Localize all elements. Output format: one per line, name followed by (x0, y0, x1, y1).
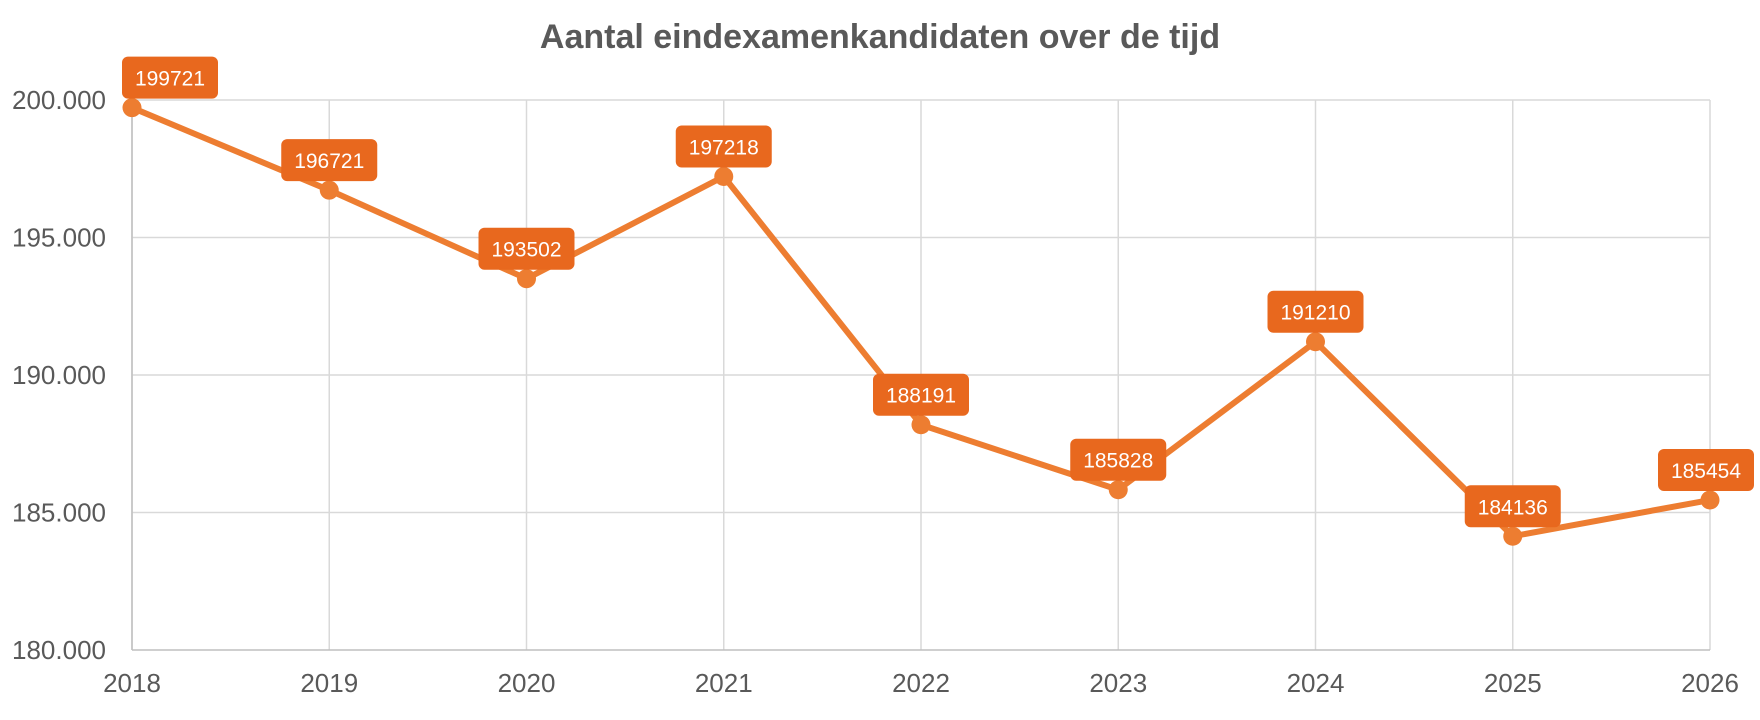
data-label: 185828 (1083, 450, 1153, 473)
data-label: 184136 (1478, 496, 1548, 519)
x-tick-label: 2018 (103, 668, 161, 698)
series (122, 98, 1720, 546)
y-tick-label: 185.000 (12, 498, 106, 528)
data-point (1306, 332, 1325, 352)
x-tick-label: 2025 (1484, 668, 1542, 698)
data-point (911, 415, 931, 435)
data-point (714, 167, 734, 187)
y-tick-label: 200.000 (12, 85, 106, 115)
data-label: 196721 (294, 150, 364, 173)
x-tick-label: 2021 (695, 668, 753, 698)
x-axis-tick-labels: 2018 2019 2020 2021 2022 2023 2024 2025 2026 (103, 668, 1739, 698)
x-tick-label: 2026 (1681, 668, 1739, 698)
data-label-box (1658, 449, 1754, 492)
data-label-box (1070, 438, 1167, 481)
data-labels: 199721 196721 193502 197218 188191 185828 1912… (122, 56, 1754, 528)
data-point (1503, 526, 1523, 546)
data-label-box (281, 139, 378, 182)
y-tick-label: 180.000 (12, 635, 106, 665)
data-label: 199721 (135, 68, 205, 91)
data-label-box (122, 56, 218, 99)
x-tick-label: 2022 (892, 668, 950, 698)
y-axis-tick-labels: 180.000 185.000 190.000 195.000 200.000 (12, 85, 106, 665)
data-label: 191210 (1280, 302, 1350, 325)
data-label: 188191 (886, 385, 956, 408)
x-tick-label: 2020 (498, 668, 556, 698)
data-label-box (675, 125, 772, 168)
x-tick-label: 2024 (1287, 668, 1345, 698)
data-point (122, 98, 142, 118)
data-label-box (1464, 485, 1561, 528)
data-point (319, 180, 339, 200)
data-point (1700, 490, 1720, 510)
data-label-box (1267, 290, 1364, 333)
data-label-box (873, 373, 969, 416)
data-label: 193502 (491, 239, 561, 262)
data-label-box (478, 227, 575, 270)
y-tick-label: 195.000 (12, 223, 106, 253)
data-point (517, 269, 536, 289)
data-label: 197218 (689, 137, 759, 160)
data-label: 185454 (1671, 460, 1741, 483)
chart-title: Aantal eindexamenkandidaten over de tijd (539, 18, 1221, 56)
data-point (1108, 480, 1128, 500)
y-tick-label: 190.000 (12, 360, 106, 390)
x-tick-label: 2023 (1089, 668, 1147, 698)
axes (131, 100, 1710, 651)
x-tick-label: 2019 (300, 668, 358, 698)
